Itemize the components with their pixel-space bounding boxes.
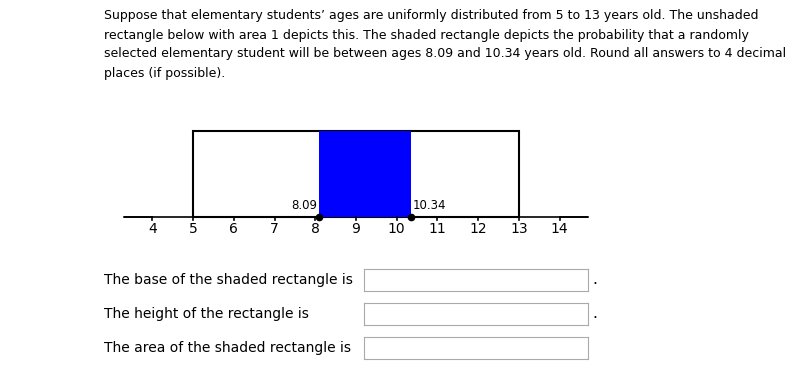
Text: The area of the shaded rectangle is: The area of the shaded rectangle is: [104, 341, 351, 355]
Bar: [319, 131, 410, 217]
Text: selected elementary student will be between ages 8.09 and 10.34 years old. Round: selected elementary student will be betw…: [104, 48, 786, 60]
Text: The base of the shaded rectangle is: The base of the shaded rectangle is: [104, 273, 353, 287]
Text: rectangle below with area 1 depicts this. The shaded rectangle depicts the proba: rectangle below with area 1 depicts this…: [104, 28, 749, 41]
Bar: [193, 131, 519, 217]
Text: The height of the rectangle is: The height of the rectangle is: [104, 307, 309, 321]
Text: 10.34: 10.34: [413, 199, 446, 212]
Text: .: .: [593, 272, 598, 287]
Text: 8.09: 8.09: [291, 199, 317, 212]
Text: places (if possible).: places (if possible).: [104, 66, 226, 79]
Text: .: .: [593, 306, 598, 321]
Text: Suppose that elementary students’ ages are uniformly distributed from 5 to 13 ye: Suppose that elementary students’ ages a…: [104, 10, 758, 22]
